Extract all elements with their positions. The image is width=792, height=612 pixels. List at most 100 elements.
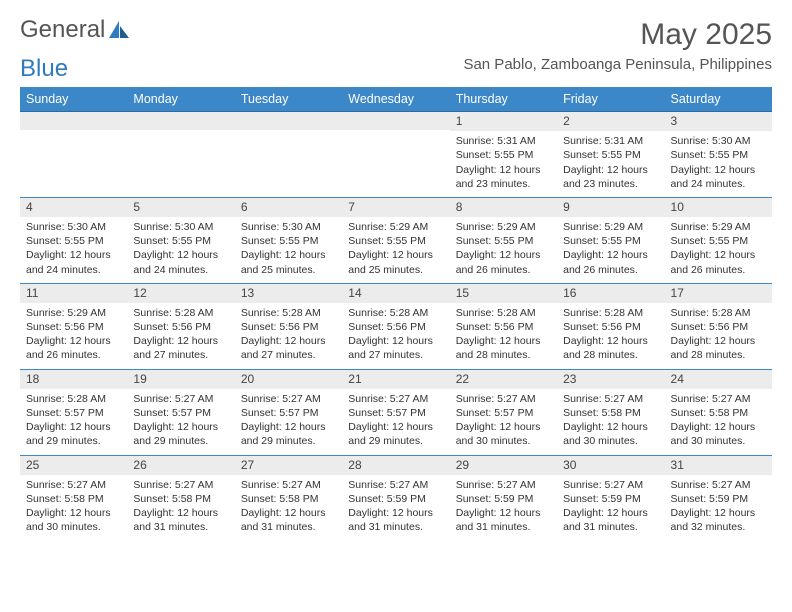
daylight-line: Daylight: 12 hours and 30 minutes. [563, 420, 658, 448]
title-block: May 2025 San Pablo, Zamboanga Peninsula,… [463, 18, 772, 73]
sunset-line: Sunset: 5:56 PM [456, 320, 551, 334]
day-number: 2 [557, 112, 664, 131]
day-detail: Sunrise: 5:29 AMSunset: 5:55 PMDaylight:… [665, 217, 772, 283]
daylight-line: Daylight: 12 hours and 27 minutes. [241, 334, 336, 362]
calendar-cell: 15Sunrise: 5:28 AMSunset: 5:56 PMDayligh… [450, 283, 557, 369]
day-number: 3 [665, 112, 772, 131]
calendar-cell: 5Sunrise: 5:30 AMSunset: 5:55 PMDaylight… [127, 197, 234, 283]
calendar-cell: 29Sunrise: 5:27 AMSunset: 5:59 PMDayligh… [450, 455, 557, 540]
sunset-line: Sunset: 5:55 PM [671, 234, 766, 248]
sunrise-line: Sunrise: 5:29 AM [26, 306, 121, 320]
day-number: 28 [342, 456, 449, 475]
sunset-line: Sunset: 5:55 PM [241, 234, 336, 248]
sunrise-line: Sunrise: 5:28 AM [26, 392, 121, 406]
sunrise-line: Sunrise: 5:28 AM [456, 306, 551, 320]
day-number: 5 [127, 198, 234, 217]
sunrise-line: Sunrise: 5:28 AM [133, 306, 228, 320]
day-number: 31 [665, 456, 772, 475]
sunrise-line: Sunrise: 5:30 AM [671, 134, 766, 148]
sunrise-line: Sunrise: 5:28 AM [241, 306, 336, 320]
daylight-line: Daylight: 12 hours and 31 minutes. [563, 506, 658, 534]
sunrise-line: Sunrise: 5:31 AM [456, 134, 551, 148]
sunset-line: Sunset: 5:59 PM [563, 492, 658, 506]
sunset-line: Sunset: 5:56 PM [671, 320, 766, 334]
daylight-line: Daylight: 12 hours and 31 minutes. [456, 506, 551, 534]
calendar-cell: 24Sunrise: 5:27 AMSunset: 5:58 PMDayligh… [665, 369, 772, 455]
day-detail: Sunrise: 5:28 AMSunset: 5:56 PMDaylight:… [127, 303, 234, 369]
sunrise-line: Sunrise: 5:27 AM [133, 478, 228, 492]
daylight-line: Daylight: 12 hours and 23 minutes. [563, 163, 658, 191]
calendar-table: Sunday Monday Tuesday Wednesday Thursday… [20, 87, 772, 540]
daylight-line: Daylight: 12 hours and 25 minutes. [348, 248, 443, 276]
calendar-cell [127, 112, 234, 198]
sunrise-line: Sunrise: 5:27 AM [348, 392, 443, 406]
calendar-cell: 20Sunrise: 5:27 AMSunset: 5:57 PMDayligh… [235, 369, 342, 455]
sunset-line: Sunset: 5:55 PM [348, 234, 443, 248]
daylight-line: Daylight: 12 hours and 29 minutes. [133, 420, 228, 448]
calendar-cell: 16Sunrise: 5:28 AMSunset: 5:56 PMDayligh… [557, 283, 664, 369]
sunrise-line: Sunrise: 5:30 AM [241, 220, 336, 234]
sunrise-line: Sunrise: 5:27 AM [133, 392, 228, 406]
daylight-line: Daylight: 12 hours and 26 minutes. [671, 248, 766, 276]
daylight-line: Daylight: 12 hours and 28 minutes. [563, 334, 658, 362]
day-number: 18 [20, 370, 127, 389]
day-detail: Sunrise: 5:27 AMSunset: 5:58 PMDaylight:… [557, 389, 664, 455]
day-detail: Sunrise: 5:27 AMSunset: 5:57 PMDaylight:… [342, 389, 449, 455]
day-number: 16 [557, 284, 664, 303]
sunset-line: Sunset: 5:57 PM [133, 406, 228, 420]
day-detail: Sunrise: 5:27 AMSunset: 5:57 PMDaylight:… [450, 389, 557, 455]
brand-word-1: General [20, 18, 105, 42]
day-detail: Sunrise: 5:28 AMSunset: 5:56 PMDaylight:… [235, 303, 342, 369]
day-number: 20 [235, 370, 342, 389]
daylight-line: Daylight: 12 hours and 23 minutes. [456, 163, 551, 191]
calendar-cell: 23Sunrise: 5:27 AMSunset: 5:58 PMDayligh… [557, 369, 664, 455]
sunset-line: Sunset: 5:55 PM [456, 234, 551, 248]
calendar-cell: 6Sunrise: 5:30 AMSunset: 5:55 PMDaylight… [235, 197, 342, 283]
day-header-row: Sunday Monday Tuesday Wednesday Thursday… [20, 87, 772, 112]
sunset-line: Sunset: 5:58 PM [26, 492, 121, 506]
daylight-line: Daylight: 12 hours and 32 minutes. [671, 506, 766, 534]
day-number: 10 [665, 198, 772, 217]
day-number: 21 [342, 370, 449, 389]
day-detail: Sunrise: 5:29 AMSunset: 5:55 PMDaylight:… [342, 217, 449, 283]
sunrise-line: Sunrise: 5:31 AM [563, 134, 658, 148]
sunrise-line: Sunrise: 5:29 AM [671, 220, 766, 234]
calendar-cell: 14Sunrise: 5:28 AMSunset: 5:56 PMDayligh… [342, 283, 449, 369]
day-number: 27 [235, 456, 342, 475]
sunrise-line: Sunrise: 5:27 AM [241, 392, 336, 406]
sunrise-line: Sunrise: 5:27 AM [241, 478, 336, 492]
sunrise-line: Sunrise: 5:30 AM [133, 220, 228, 234]
calendar-cell: 21Sunrise: 5:27 AMSunset: 5:57 PMDayligh… [342, 369, 449, 455]
sunset-line: Sunset: 5:55 PM [133, 234, 228, 248]
calendar-row: 4Sunrise: 5:30 AMSunset: 5:55 PMDaylight… [20, 197, 772, 283]
calendar-row: 11Sunrise: 5:29 AMSunset: 5:56 PMDayligh… [20, 283, 772, 369]
daylight-line: Daylight: 12 hours and 27 minutes. [348, 334, 443, 362]
calendar-cell: 12Sunrise: 5:28 AMSunset: 5:56 PMDayligh… [127, 283, 234, 369]
daylight-line: Daylight: 12 hours and 30 minutes. [26, 506, 121, 534]
day-header: Friday [557, 87, 664, 112]
calendar-cell: 28Sunrise: 5:27 AMSunset: 5:59 PMDayligh… [342, 455, 449, 540]
sunset-line: Sunset: 5:55 PM [563, 234, 658, 248]
sunset-line: Sunset: 5:59 PM [671, 492, 766, 506]
sunrise-line: Sunrise: 5:27 AM [671, 392, 766, 406]
daylight-line: Daylight: 12 hours and 29 minutes. [241, 420, 336, 448]
day-detail: Sunrise: 5:30 AMSunset: 5:55 PMDaylight:… [20, 217, 127, 283]
day-number: 8 [450, 198, 557, 217]
day-header: Sunday [20, 87, 127, 112]
day-detail: Sunrise: 5:27 AMSunset: 5:58 PMDaylight:… [235, 475, 342, 541]
day-number: 23 [557, 370, 664, 389]
sunset-line: Sunset: 5:57 PM [26, 406, 121, 420]
sunrise-line: Sunrise: 5:27 AM [456, 478, 551, 492]
calendar-row: 25Sunrise: 5:27 AMSunset: 5:58 PMDayligh… [20, 455, 772, 540]
day-detail: Sunrise: 5:27 AMSunset: 5:59 PMDaylight:… [665, 475, 772, 541]
sunrise-line: Sunrise: 5:28 AM [563, 306, 658, 320]
sunset-line: Sunset: 5:58 PM [563, 406, 658, 420]
day-header: Monday [127, 87, 234, 112]
calendar-cell [342, 112, 449, 198]
day-detail: Sunrise: 5:27 AMSunset: 5:59 PMDaylight:… [450, 475, 557, 541]
daylight-line: Daylight: 12 hours and 29 minutes. [26, 420, 121, 448]
sunset-line: Sunset: 5:55 PM [26, 234, 121, 248]
brand-sail-icon [108, 20, 130, 40]
sunrise-line: Sunrise: 5:29 AM [348, 220, 443, 234]
calendar-cell [235, 112, 342, 198]
